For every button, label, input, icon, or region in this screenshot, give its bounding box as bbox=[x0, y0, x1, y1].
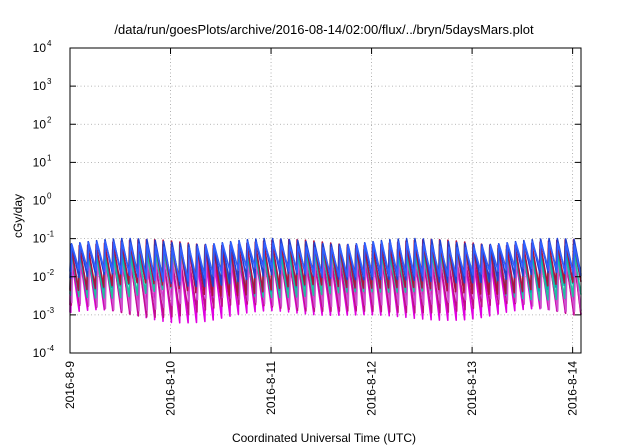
y-axis-label: cGy/day bbox=[11, 194, 25, 238]
y-tick-label: 10 bbox=[33, 308, 47, 322]
x-tick-label: 2016-8-9 bbox=[63, 361, 77, 409]
x-tick-label: 2016-8-14 bbox=[566, 361, 580, 416]
y-tick-label: 10 bbox=[33, 232, 47, 246]
y-tick-exponent: 4 bbox=[47, 39, 52, 48]
y-tick-exponent: -4 bbox=[47, 344, 55, 353]
y-tick-exponent: 2 bbox=[47, 115, 52, 124]
y-tick-label: 10 bbox=[33, 270, 47, 284]
y-tick-exponent: 3 bbox=[47, 77, 52, 86]
y-tick-exponent: -2 bbox=[47, 268, 55, 277]
x-axis-ticks: 2016-8-9 2016-8-10 2016-8-11 2016-8-12 2016-… bbox=[63, 48, 580, 416]
y-tick-exponent: -1 bbox=[47, 230, 55, 239]
y-tick-exponent: 0 bbox=[47, 192, 52, 201]
y-tick-label: 10 bbox=[33, 79, 47, 93]
x-tick-label: 2016-8-13 bbox=[465, 361, 479, 416]
x-tick-label: 2016-8-12 bbox=[365, 361, 379, 416]
y-tick-exponent: 1 bbox=[47, 153, 52, 162]
x-tick-label: 2016-8-11 bbox=[264, 361, 278, 415]
y-tick-label: 10 bbox=[33, 194, 47, 208]
chart-title: /data/run/goesPlots/archive/2016-08-14/0… bbox=[114, 22, 534, 37]
y-tick-label: 10 bbox=[33, 346, 47, 360]
x-tick-label: 2016-8-10 bbox=[164, 361, 178, 416]
plot-series bbox=[69, 237, 582, 324]
x-axis-label: Coordinated Universal Time (UTC) bbox=[232, 431, 416, 445]
y-tick-label: 10 bbox=[33, 41, 47, 55]
y-tick-label: 10 bbox=[33, 155, 47, 169]
series-line bbox=[69, 241, 582, 283]
y-tick-label: 10 bbox=[33, 117, 47, 131]
y-tick-exponent: -3 bbox=[47, 306, 55, 315]
